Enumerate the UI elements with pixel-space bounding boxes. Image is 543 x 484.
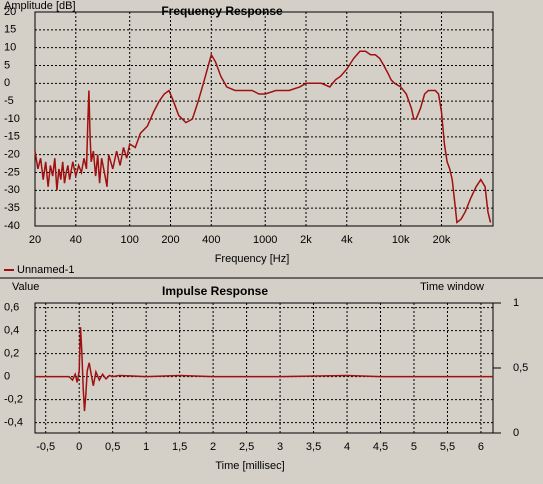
- chart-title: Impulse Response: [162, 284, 268, 298]
- x-tick-label: 20k: [433, 234, 451, 246]
- x-tick-label: 1000: [253, 234, 277, 246]
- x-axis-label: Frequency [Hz]: [215, 253, 290, 265]
- x-tick-label: 20: [29, 234, 41, 246]
- x-tick-label: 40: [70, 234, 82, 246]
- y-tick-label: -30: [4, 184, 20, 196]
- y-axis-label: Amplitude [dB]: [4, 0, 76, 12]
- x-axis-label: Time [millisec]: [215, 460, 284, 472]
- x-tick-label: -0,5: [36, 441, 55, 453]
- data-line: [34, 50, 492, 224]
- y-tick-label: -10: [4, 113, 20, 125]
- y-tick-label: -20: [4, 149, 20, 161]
- y-tick-label: 0,2: [4, 348, 19, 360]
- x-tick-label: 200: [161, 234, 179, 246]
- x-tick-label: 5: [411, 441, 417, 453]
- y2-tick-label: 0: [513, 427, 519, 439]
- x-tick-label: 1: [143, 441, 149, 453]
- x-tick-label: 2,5: [239, 441, 254, 453]
- y-tick-label: -35: [4, 202, 20, 214]
- x-tick-label: 4: [344, 441, 350, 453]
- y-axis-label: Value: [12, 281, 39, 293]
- x-tick-label: 2: [210, 441, 216, 453]
- y-tick-label: 0: [4, 77, 10, 89]
- y-tick-label: 5: [4, 59, 10, 71]
- x-tick-label: 100: [121, 234, 139, 246]
- y-tick-label: -5: [4, 95, 14, 107]
- x-tick-label: 0: [76, 441, 82, 453]
- x-tick-label: 10k: [392, 234, 410, 246]
- x-tick-label: 0,5: [105, 441, 120, 453]
- x-tick-label: 6: [478, 441, 484, 453]
- y-tick-label: 0,6: [4, 302, 19, 314]
- y-tick-label: 20: [4, 6, 16, 18]
- y-tick-label: 0,4: [4, 325, 19, 337]
- y2-axis-label: Time window: [420, 281, 484, 293]
- chart-title: Frequency Response: [161, 4, 283, 18]
- y2-tick-label: 1: [513, 297, 519, 309]
- y-tick-label: 10: [4, 42, 16, 54]
- y-tick-label: -15: [4, 131, 20, 143]
- x-tick-label: 4,5: [373, 441, 388, 453]
- x-tick-label: 5,5: [440, 441, 455, 453]
- y-tick-label: 0: [4, 371, 10, 383]
- y-tick-label: -0,4: [4, 417, 23, 429]
- y2-tick-label: 0,5: [513, 362, 528, 374]
- y-tick-label: -40: [4, 220, 20, 232]
- y-tick-label: -25: [4, 166, 20, 178]
- data-line: [35, 327, 493, 412]
- x-tick-label: 3: [277, 441, 283, 453]
- x-tick-label: 3,5: [306, 441, 321, 453]
- legend-label: Unnamed-1: [17, 264, 74, 276]
- x-tick-label: 2k: [300, 234, 312, 246]
- y-tick-label: -0,2: [4, 394, 23, 406]
- x-tick-label: 4k: [341, 234, 353, 246]
- y-tick-label: 15: [4, 24, 16, 36]
- x-tick-label: 400: [202, 234, 220, 246]
- x-tick-label: 1,5: [172, 441, 187, 453]
